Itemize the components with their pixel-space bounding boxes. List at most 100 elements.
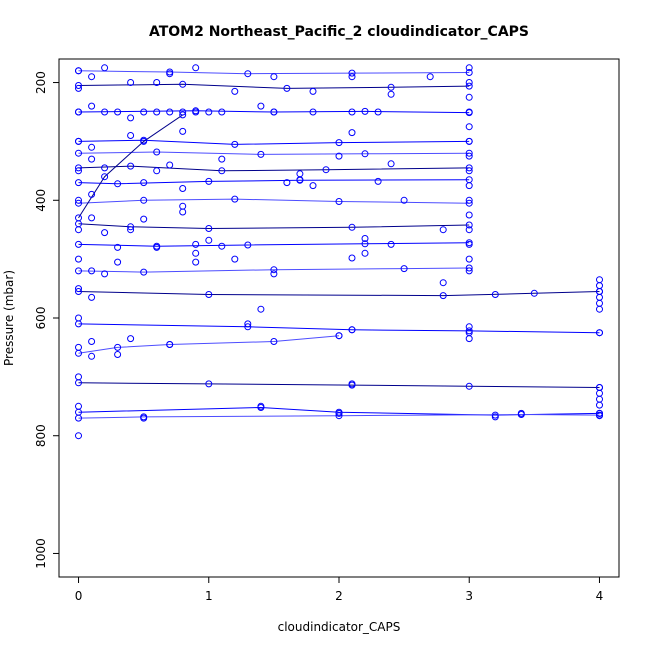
data-point [114, 351, 122, 358]
data-point [296, 170, 304, 178]
y-tick-label: 600 [34, 307, 48, 330]
data-point [101, 173, 109, 181]
data-point [179, 111, 187, 119]
x-tick-label: 4 [596, 589, 604, 603]
data-point [88, 155, 96, 163]
data-point [101, 164, 109, 172]
profile-line [78, 151, 470, 155]
profile-line [78, 110, 470, 114]
data-point [75, 167, 82, 175]
data-point [465, 255, 473, 263]
data-point [88, 143, 96, 151]
profile-line [78, 242, 470, 247]
data-point [491, 291, 499, 298]
data-point [426, 73, 434, 81]
data-point [465, 226, 473, 234]
data-point [75, 226, 82, 234]
data-point [166, 161, 174, 169]
data-point [192, 64, 200, 72]
data-point [348, 254, 356, 262]
y-axis: 200 400 600 800 1000 [34, 71, 60, 569]
data-point [257, 402, 265, 410]
profile-line [78, 83, 470, 89]
data-point [491, 413, 499, 421]
data-point [231, 87, 239, 95]
data-point [465, 323, 473, 331]
profile-line [78, 70, 470, 75]
data-point [244, 70, 252, 78]
data-point [596, 401, 603, 409]
data-point [205, 225, 213, 232]
data-point [400, 196, 408, 204]
data-point [192, 108, 200, 116]
data-point [400, 265, 408, 273]
data-point [153, 79, 161, 86]
data-point [335, 332, 343, 340]
y-tick-label: 400 [34, 189, 48, 212]
data-point [179, 185, 187, 192]
data-point [192, 249, 200, 257]
x-tick-label: 0 [75, 589, 83, 603]
data-point [88, 293, 96, 301]
data-point [127, 223, 135, 231]
data-point [114, 108, 122, 116]
data-point [75, 240, 82, 248]
profile-line [78, 223, 470, 230]
y-axis-label: Pressure (mbar) [2, 270, 16, 366]
data-point [231, 255, 239, 263]
data-point [465, 93, 473, 101]
data-point [270, 270, 278, 278]
data-point [309, 108, 317, 116]
data-point [348, 108, 356, 116]
data-point [75, 343, 82, 351]
data-point [465, 69, 473, 76]
points-layer [75, 64, 603, 440]
x-axis: 0 1 2 3 4 [75, 576, 604, 603]
data-point [75, 285, 82, 293]
data-point [257, 305, 265, 313]
data-point [596, 282, 603, 290]
data-point [465, 382, 473, 390]
data-point [439, 292, 447, 300]
data-point [465, 123, 473, 131]
plot-frame [58, 58, 620, 578]
data-point [270, 338, 278, 345]
data-point [348, 380, 356, 388]
series-layer [75, 67, 603, 422]
data-point [179, 127, 187, 135]
data-point [75, 402, 82, 410]
data-point [101, 270, 109, 278]
data-point [387, 83, 395, 91]
data-point [596, 293, 603, 301]
data-point [101, 229, 109, 237]
data-point [75, 108, 82, 116]
data-point [596, 389, 603, 397]
data-point [75, 137, 82, 145]
x-axis-label: cloudindicator_CAPS [278, 620, 401, 634]
data-point [75, 196, 82, 204]
data-point [270, 73, 278, 81]
data-point [192, 258, 200, 266]
data-point [465, 240, 473, 248]
data-point [218, 242, 226, 250]
data-point [114, 180, 122, 188]
data-point [153, 148, 161, 156]
data-point [348, 223, 356, 231]
data-point [361, 235, 369, 242]
data-point [179, 208, 187, 216]
data-point [322, 166, 330, 174]
data-point [348, 73, 356, 81]
data-point [387, 240, 395, 248]
data-point [88, 102, 96, 110]
data-point [153, 108, 161, 116]
y-tick-label: 200 [34, 71, 48, 94]
data-point [348, 326, 356, 334]
profile-line [78, 335, 340, 354]
data-point [387, 90, 395, 98]
data-point [244, 241, 252, 249]
data-point [465, 211, 473, 219]
data-point [596, 276, 603, 284]
data-point [387, 160, 395, 168]
data-point [465, 64, 473, 72]
y-tick-label: 800 [34, 424, 48, 447]
